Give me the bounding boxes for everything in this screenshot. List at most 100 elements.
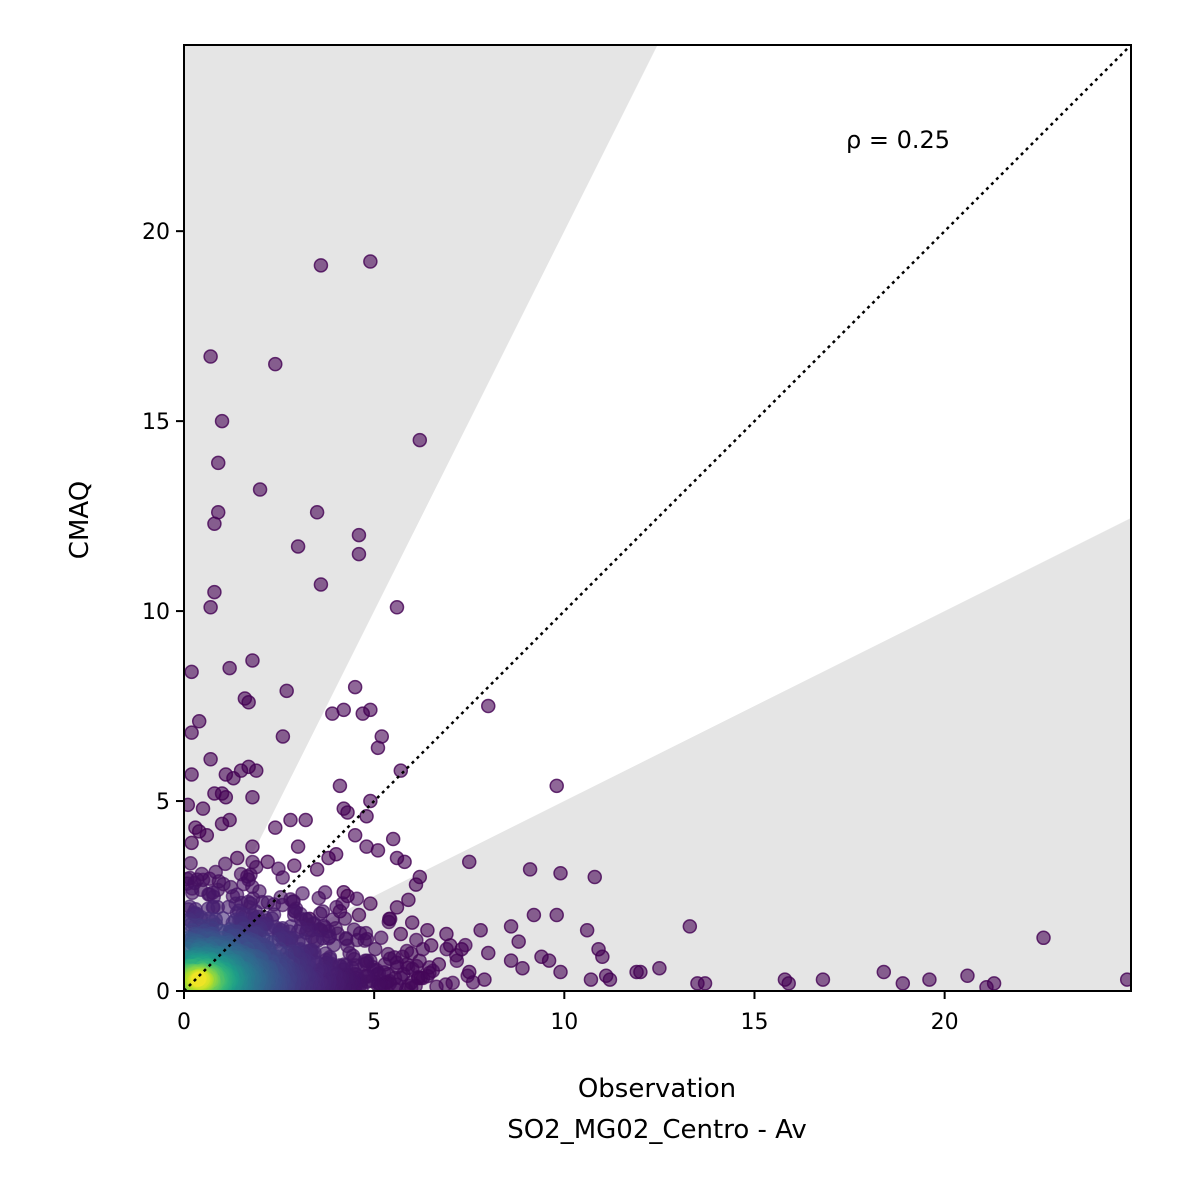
scatter-point (781, 976, 796, 991)
scatter-point (290, 839, 306, 854)
scatter-point (275, 870, 290, 885)
scatter-point (199, 827, 215, 843)
x-tick-label: 0 (177, 1010, 191, 1035)
scatter-point (697, 976, 713, 991)
scatter-point (340, 805, 355, 820)
scatter-point (313, 577, 329, 592)
scatter-point (313, 258, 329, 273)
scatter-point (381, 914, 397, 930)
scatter-point (373, 930, 389, 946)
scatter-point (279, 683, 294, 699)
scatter-point (332, 778, 348, 794)
scatter-point (960, 968, 975, 984)
scatter-point (412, 432, 428, 448)
scatter-point (203, 600, 218, 615)
scatter-point (633, 964, 648, 980)
scatter-point (1036, 930, 1051, 946)
scatter-point (389, 600, 405, 615)
scatter-point (351, 527, 367, 543)
x-tick-label: 15 (740, 1010, 768, 1035)
scatter-point (370, 740, 386, 756)
scatter-point (420, 922, 435, 938)
scatter-point (481, 698, 496, 714)
scatter-point (329, 899, 344, 915)
y-axis-label: CMAQ (65, 481, 95, 559)
scatter-point (401, 892, 416, 908)
scatter-point (241, 695, 256, 710)
scatter-point (602, 972, 618, 987)
scatter-point (370, 843, 386, 858)
scatter-point (214, 413, 230, 429)
scatter-point (460, 968, 475, 983)
x-axis-label: Observation (578, 1074, 736, 1104)
scatter-point (986, 976, 1002, 991)
scatter-point (195, 801, 211, 816)
scatter-point (461, 854, 477, 870)
scatter-point (290, 539, 306, 554)
scatter-point (309, 862, 325, 877)
scatter-point (311, 890, 327, 906)
scatter-point (526, 907, 542, 923)
scatter-point (579, 922, 595, 938)
scatter-point (409, 932, 424, 948)
scatter-point (363, 793, 378, 809)
scatter-point (184, 856, 198, 871)
scatter-point (207, 584, 222, 600)
scatter-point (191, 714, 207, 729)
scatter-point (245, 653, 260, 668)
scatter-point (218, 789, 234, 805)
scatter-point (895, 976, 911, 991)
scatter-point (287, 858, 302, 873)
x-tick-label: 20 (931, 1010, 959, 1035)
scatter-point (190, 972, 206, 988)
scatter-point (210, 455, 226, 471)
scatter-point (184, 885, 200, 901)
scatter-point (207, 516, 222, 531)
scatter-point (549, 778, 564, 794)
scatter-point (404, 915, 420, 930)
scatter-point (214, 816, 230, 832)
scatter-point (553, 964, 568, 980)
scatter-point (449, 953, 465, 969)
scatter-point (549, 907, 564, 923)
scatter-point (245, 789, 260, 805)
scatter-point (325, 706, 340, 721)
scatter-point (252, 482, 268, 497)
scatter-point (515, 960, 530, 976)
scatter-point (408, 877, 424, 892)
one-to-one-line (184, 45, 1131, 991)
scatter-point (541, 953, 557, 968)
scatter-point (503, 919, 519, 934)
scatter-point (229, 850, 245, 866)
scatter-point (439, 941, 454, 957)
y-tick-label: 0 (156, 980, 170, 1005)
scatter-point (351, 546, 367, 562)
scatter-point (222, 660, 237, 676)
scatter-point (268, 356, 283, 372)
scatter-point (682, 919, 698, 934)
scatter-point (226, 770, 241, 786)
scatter-point (481, 945, 496, 961)
scatter-point (815, 972, 831, 987)
scatter-point (268, 820, 283, 835)
x-tick-label: 5 (367, 1010, 381, 1035)
scatter-point (347, 827, 363, 843)
scatter-point (587, 869, 602, 885)
scatter-point (652, 960, 667, 976)
scatter-point (583, 972, 599, 987)
scatter-point (458, 937, 473, 953)
scatter-point (245, 839, 260, 854)
scatter-point (184, 797, 196, 813)
scatter-point (249, 763, 264, 778)
x-axis-ticks: 0 5 10 15 20 (177, 991, 959, 1035)
scatter-point (218, 856, 233, 872)
y-tick-label: 15 (142, 410, 170, 435)
scatter-point (295, 886, 310, 901)
scatter-point (397, 854, 412, 870)
scatter-point (522, 862, 538, 877)
scatter-point (393, 763, 409, 778)
scatter-point (321, 850, 336, 866)
scatter-point (363, 896, 378, 911)
scatter-point (1119, 972, 1131, 987)
upper-shaded-band (184, 45, 658, 991)
